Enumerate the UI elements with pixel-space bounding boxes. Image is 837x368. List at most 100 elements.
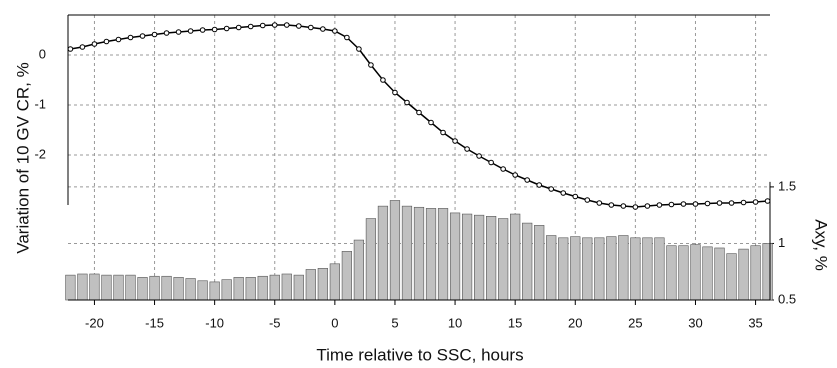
point	[79, 44, 86, 50]
y-tick-label: -1	[34, 96, 46, 111]
bar	[161, 275, 172, 301]
point	[572, 193, 579, 200]
bar	[185, 278, 196, 301]
point	[692, 201, 699, 207]
point	[320, 26, 326, 32]
y2-tick-label: 0.5	[778, 291, 796, 306]
point	[295, 23, 302, 29]
x-tick-label: 20	[568, 315, 582, 330]
point	[163, 30, 170, 36]
point	[704, 200, 711, 207]
bar	[125, 274, 136, 301]
point	[308, 24, 314, 31]
point	[356, 46, 362, 52]
point	[175, 29, 182, 35]
bar	[137, 277, 148, 301]
bar	[101, 274, 112, 301]
bar	[209, 281, 220, 301]
point	[728, 200, 735, 206]
bar	[534, 225, 545, 301]
bar	[690, 244, 701, 301]
bar	[510, 213, 521, 301]
y2-tick-label: 1	[778, 235, 785, 250]
point	[151, 31, 158, 38]
bar	[473, 214, 485, 301]
bar	[389, 200, 401, 301]
point	[476, 153, 482, 159]
bar	[738, 248, 749, 301]
point	[656, 202, 663, 208]
point	[464, 146, 470, 152]
bar	[606, 236, 617, 301]
x-axis-label: Time relative to SSC, hours	[316, 345, 523, 364]
line	[70, 24, 768, 208]
point	[416, 109, 422, 116]
point	[259, 22, 266, 29]
x-tick-label: -15	[145, 315, 164, 330]
point	[764, 198, 771, 204]
point	[716, 200, 723, 206]
bar	[281, 273, 292, 301]
point	[283, 22, 290, 28]
x-tick-label: -10	[205, 315, 224, 330]
bar	[461, 213, 473, 301]
point	[584, 197, 591, 203]
point	[548, 186, 555, 192]
bar	[113, 274, 124, 301]
x-tick-label: 10	[448, 315, 462, 330]
bar	[89, 273, 100, 301]
point	[536, 182, 543, 188]
bar	[257, 275, 268, 301]
bar	[582, 237, 593, 301]
point	[223, 25, 230, 32]
point	[67, 46, 74, 52]
bar	[221, 279, 232, 301]
bar	[702, 246, 713, 301]
x-tick-label: 0	[331, 315, 338, 330]
bar	[570, 236, 581, 301]
bar	[750, 245, 761, 301]
bar	[173, 277, 184, 301]
x-tick-label: 5	[391, 315, 398, 330]
bar	[654, 237, 665, 301]
y2-tick-label: 1.5	[778, 178, 796, 193]
bar	[522, 222, 533, 301]
bar	[413, 206, 425, 301]
bar	[678, 245, 689, 301]
bar	[197, 280, 208, 301]
bar	[762, 243, 773, 301]
bar	[269, 274, 280, 301]
point	[139, 33, 146, 39]
point	[187, 28, 194, 34]
point	[404, 99, 410, 106]
point	[596, 200, 603, 206]
point	[512, 172, 518, 178]
point	[91, 41, 98, 47]
bar	[642, 237, 653, 301]
bar	[341, 251, 352, 301]
x-tick-label: 30	[688, 315, 702, 330]
point	[632, 204, 639, 210]
point	[380, 77, 386, 83]
x-tick-label: 15	[508, 315, 522, 330]
point	[488, 159, 494, 166]
point	[199, 27, 206, 33]
bar	[365, 218, 377, 301]
bar	[293, 274, 304, 301]
point	[500, 166, 506, 172]
bar	[233, 277, 244, 301]
bar	[377, 205, 389, 301]
point	[620, 203, 627, 209]
bar	[425, 208, 437, 301]
point	[560, 190, 567, 196]
bar	[618, 235, 629, 301]
bar	[666, 245, 677, 301]
bar	[65, 274, 76, 301]
x-tick-label: 35	[748, 315, 762, 330]
point	[452, 138, 458, 144]
point	[344, 34, 350, 41]
bar	[317, 268, 328, 301]
y-tick-label: 0	[39, 46, 46, 61]
point	[115, 36, 122, 43]
